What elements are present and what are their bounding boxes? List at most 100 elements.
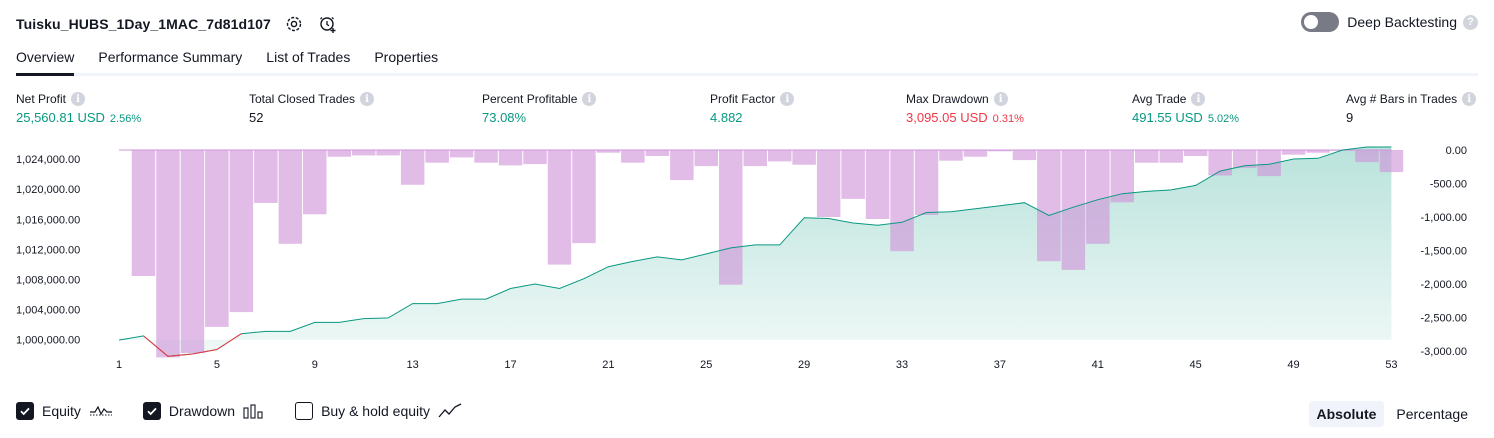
equity-line-icon: [89, 403, 113, 419]
percentage-button[interactable]: Percentage: [1396, 406, 1468, 422]
metrics-row: Net Profit i 25,560.81 USD 2.56% Total Clo…: [16, 92, 1478, 132]
deep-backtesting-toggle[interactable]: [1301, 12, 1340, 32]
drawdown-bar: [939, 150, 963, 161]
absolute-button[interactable]: Absolute: [1308, 401, 1385, 427]
x-axis-tick: 45: [1190, 359, 1202, 371]
metric-max-drawdown: Max Drawdown i 3,095.05 USD 0.31%: [906, 92, 1024, 125]
x-axis-tick: 25: [700, 359, 712, 371]
gear-icon[interactable]: [283, 13, 305, 35]
x-axis: 1 5 9 13 17 21 25 29 33 37 41 45 49 53: [116, 359, 1398, 371]
drawdown-bar: [449, 150, 474, 158]
drawdown-bar: [865, 150, 890, 219]
drawdown-bar: [1061, 150, 1086, 270]
left-axis-tick: 1,008,000.00: [16, 274, 80, 286]
drawdown-bars-icon: [243, 403, 265, 419]
metric-percent: 2.56%: [109, 113, 142, 125]
legend-equity[interactable]: Equity: [16, 402, 113, 420]
strategy-header: Tuisku_HUBS_1Day_1MAC_7d81d107: [16, 10, 339, 38]
metric-label: Total Closed Trades: [249, 92, 356, 106]
x-axis-tick: 53: [1385, 359, 1397, 371]
drawdown-bar: [596, 150, 621, 153]
drawdown-bar: [1183, 150, 1208, 156]
metric-avg-trade: Avg Trade i 491.55 USD 5.02%: [1132, 92, 1239, 125]
metric-value: 9: [1346, 110, 1354, 125]
info-icon[interactable]: i: [71, 92, 86, 106]
right-axis-tick: -2,500.00: [1421, 313, 1467, 325]
metric-value: 3,095.05 USD: [906, 110, 988, 125]
drawdown-bar: [1281, 150, 1306, 155]
left-axis-tick: 1,024,000.00: [16, 154, 80, 166]
info-icon[interactable]: i: [360, 92, 375, 106]
buy-hold-checkbox[interactable]: [295, 402, 314, 420]
left-axis-tick: 1,016,000.00: [16, 214, 80, 226]
right-axis-tick: -3,000.00: [1421, 346, 1467, 358]
drawdown-bar: [1037, 150, 1061, 262]
drawdown-bar: [670, 150, 694, 181]
chart-legend: Equity Drawdown Buy & hold equity: [16, 402, 492, 420]
x-axis-tick: 49: [1287, 359, 1299, 371]
left-axis-tick: 1,012,000.00: [16, 244, 80, 256]
metric-profit-factor: Profit Factor i 4.882: [710, 92, 795, 125]
drawdown-bar: [131, 150, 156, 276]
drawdown-bar: [425, 150, 449, 163]
drawdown-bar: [963, 150, 988, 157]
strategy-title: Tuisku_HUBS_1Day_1MAC_7d81d107: [16, 16, 271, 32]
drawdown-bar: [400, 150, 425, 185]
right-axis-tick: 0.00: [1446, 145, 1467, 157]
x-axis-tick: 37: [994, 359, 1006, 371]
legend-buy-hold[interactable]: Buy & hold equity: [295, 402, 462, 420]
legend-drawdown[interactable]: Drawdown: [142, 402, 265, 420]
x-axis-tick: 29: [798, 359, 810, 371]
drawdown-bar: [1232, 150, 1257, 169]
drawdown-bar: [1012, 150, 1037, 161]
equity-drawdown-chart[interactable]: 1,024,000.00 1,020,000.00 1,016,000.00 1,01…: [0, 140, 1494, 372]
info-icon[interactable]: i: [780, 92, 795, 106]
equity-legend-label: Equity: [42, 403, 81, 419]
equity-line: [118, 146, 1392, 357]
drawdown-bar: [1135, 150, 1159, 163]
drawdown-bar: [1379, 150, 1404, 173]
drawdown-bar: [1257, 150, 1281, 177]
x-axis-tick: 13: [407, 359, 419, 371]
metric-percent: 5.02%: [1207, 113, 1240, 125]
add-alert-icon[interactable]: [317, 13, 339, 35]
drawdown-bar: [180, 150, 205, 353]
metric-label: Max Drawdown: [906, 92, 989, 106]
tab-overview[interactable]: Overview: [16, 44, 75, 76]
tab-bar: Overview Performance Summary List of Tra…: [16, 44, 1478, 76]
drawdown-bar: [572, 150, 596, 244]
drawdown-bar: [278, 150, 303, 244]
buy-hold-legend-label: Buy & hold equity: [321, 403, 431, 419]
drawdown-checkbox[interactable]: [142, 402, 161, 420]
right-axis-tick: -1,500.00: [1421, 246, 1467, 258]
drawdown-bar: [498, 150, 523, 166]
equity-checkbox[interactable]: [16, 402, 34, 420]
info-icon[interactable]: i: [993, 92, 1008, 106]
drawdown-bar: [1110, 150, 1134, 203]
tab-list-of-trades[interactable]: List of Trades: [266, 49, 351, 65]
left-axis-tick: 1,020,000.00: [16, 184, 80, 196]
drawdown-bar: [890, 150, 914, 252]
right-axis-tick: -500.00: [1430, 179, 1467, 191]
metric-total-closed-trades: Total Closed Trades i 52: [249, 92, 375, 125]
metric-value: 491.55 USD: [1132, 110, 1203, 125]
metric-label: Avg # Bars in Trades: [1346, 92, 1458, 106]
metric-label: Net Profit: [16, 92, 67, 106]
info-icon[interactable]: i: [582, 92, 597, 106]
metric-value: 4.882: [710, 110, 743, 125]
drawdown-bar: [914, 150, 939, 215]
help-icon[interactable]: ?: [1463, 14, 1478, 30]
info-icon[interactable]: i: [1462, 92, 1477, 106]
drawdown-bar: [1208, 150, 1232, 176]
metric-percent-profitable: Percent Profitable i 73.08%: [482, 92, 597, 125]
drawdown-bar: [327, 150, 351, 157]
info-icon[interactable]: i: [1191, 92, 1206, 106]
left-axis-tick: 1,000,000.00: [16, 335, 80, 347]
tab-properties[interactable]: Properties: [374, 49, 439, 65]
drawdown-bar: [547, 150, 572, 265]
tab-performance-summary[interactable]: Performance Summary: [98, 49, 243, 65]
drawdown-bar: [694, 150, 718, 167]
metric-value: 25,560.81 USD: [16, 110, 105, 125]
drawdown-bar: [816, 150, 841, 217]
drawdown-bar: [1306, 150, 1330, 153]
